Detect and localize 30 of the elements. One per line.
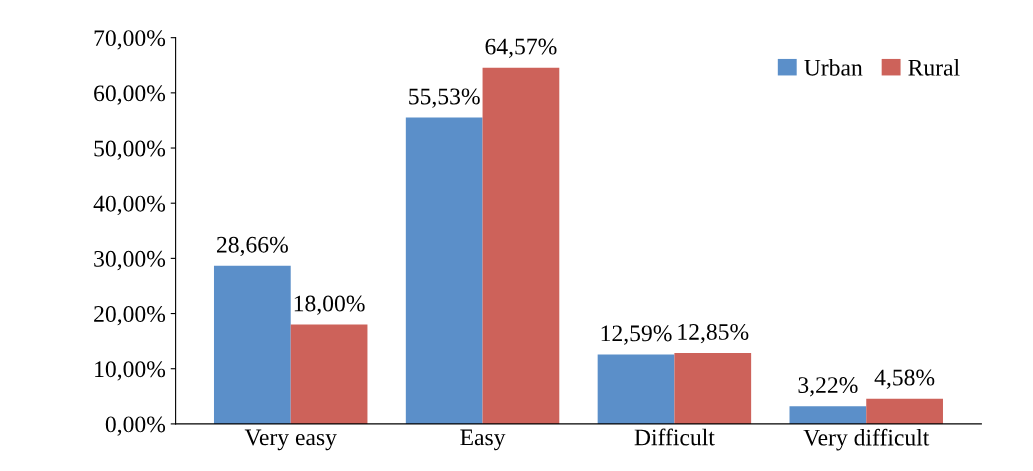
legend-label: Urban xyxy=(804,59,863,76)
bar xyxy=(405,117,483,424)
data-label: 18,00% xyxy=(294,295,365,315)
bar xyxy=(674,353,752,424)
bar xyxy=(597,354,675,424)
y-tick-label: 30,00% xyxy=(94,250,166,271)
x-tick-label: Easy xyxy=(460,429,506,451)
data-label: 64,57% xyxy=(485,38,557,58)
data-label: 12,59% xyxy=(601,325,672,345)
y-tick-label: 0,00% xyxy=(105,416,166,436)
y-tick-label: 70,00% xyxy=(94,30,166,50)
x-tick-label: Very difficult xyxy=(803,428,930,451)
y-tick-label: 40,00% xyxy=(93,195,166,216)
y-tick-label: 20,00% xyxy=(94,306,166,326)
bar xyxy=(789,406,867,424)
data-label: 12,85% xyxy=(678,323,749,344)
y-tick-label: 60,00% xyxy=(94,85,166,105)
data-label: 55,53% xyxy=(409,88,480,108)
x-tick-label: Very easy xyxy=(244,429,337,451)
y-tick-label: 50,00% xyxy=(94,140,166,160)
bar xyxy=(290,324,368,424)
x-tick-label: Difficult xyxy=(634,428,715,446)
data-label: 3,22% xyxy=(798,377,858,397)
bar xyxy=(866,398,943,424)
bar xyxy=(213,265,291,424)
data-label: 4,58% xyxy=(874,369,935,389)
bar xyxy=(482,67,560,424)
data-label: 28,66% xyxy=(216,236,288,257)
y-tick-label: 10,00% xyxy=(95,361,166,381)
legend-label: Rural xyxy=(908,59,960,76)
